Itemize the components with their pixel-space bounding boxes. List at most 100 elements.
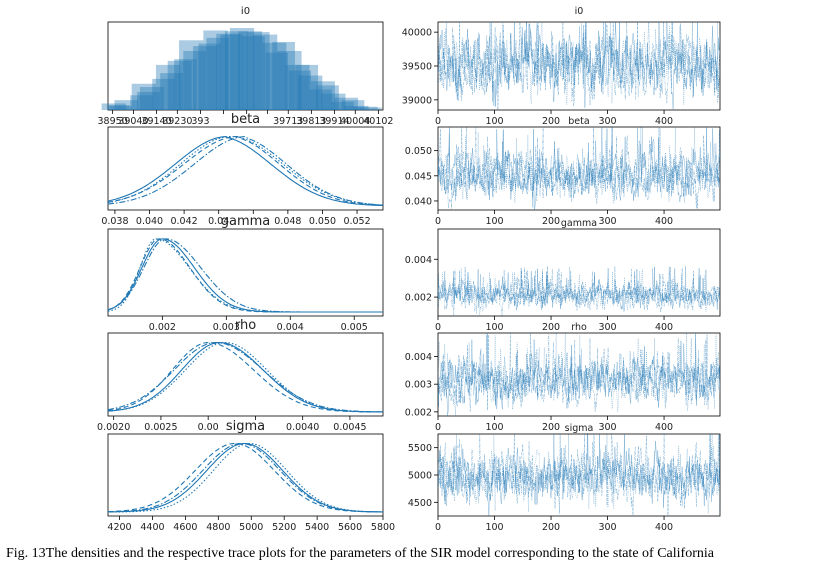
i0-density-bar	[131, 83, 156, 110]
i0-density-bar	[203, 30, 228, 110]
beta-density-title: beta	[231, 112, 260, 127]
i0-trace-xtick-label: 0	[435, 116, 441, 127]
i0-density-bar	[155, 64, 181, 110]
beta-density-series-1	[107, 136, 384, 206]
sigma-density-axes	[107, 433, 384, 517]
i0-density-xtick-label: 39914	[319, 116, 349, 127]
gamma-trace-xtick-label: 400	[655, 322, 673, 333]
gamma-density-xtick-label: 0.005	[341, 322, 368, 333]
beta-density-xtick-label: 0.040	[136, 216, 163, 227]
i0-trace-xtick-label: 100	[485, 116, 503, 127]
beta-density-xtick-label: 0.052	[343, 216, 370, 227]
beta-density-series-2	[107, 136, 384, 206]
gamma-trace-chain-2	[437, 266, 721, 315]
beta-trace-xtick-label: 200	[542, 216, 560, 227]
beta-trace-xtick-label: 100	[485, 216, 503, 227]
i0-density-bar	[224, 31, 248, 111]
sigma-density-series-2	[108, 442, 383, 513]
i0-trace-title: i0	[575, 6, 584, 17]
gamma-trace-xtick-label: 200	[542, 322, 560, 333]
gamma-trace-xtick-label: 100	[485, 322, 503, 333]
i0-density-bar	[101, 103, 126, 110]
i0-density-bar	[358, 107, 382, 110]
rho-trace-chain-2	[437, 332, 721, 417]
i0-density-bar	[229, 28, 255, 110]
rho-density-xtick-label: 0.0020	[97, 422, 130, 433]
i0-density-bar	[298, 75, 323, 110]
gamma-trace-ytick-label: 0.002	[405, 293, 432, 304]
sigma-trace-chain-3	[437, 433, 721, 517]
i0-density-bar	[246, 32, 270, 110]
beta-trace-ytick-label: 0.050	[405, 146, 432, 157]
gamma-trace-title: gamma	[561, 218, 597, 229]
sigma-density-xtick-label: 4200	[107, 522, 131, 533]
beta-trace-title: beta	[568, 116, 589, 127]
sigma-trace-xtick-label: 300	[598, 522, 616, 533]
gamma-density-series-1	[107, 238, 383, 313]
i0-density-xtick-label: 39813	[296, 116, 326, 127]
gamma-trace-chain-3	[437, 266, 721, 317]
sigma-trace-title: sigma	[565, 423, 594, 434]
i0-density-bar	[321, 93, 346, 110]
beta-trace-xtick-label: 400	[655, 216, 673, 227]
sigma-density-xtick-label: 5400	[305, 522, 329, 533]
i0-density-bar	[272, 41, 295, 110]
rho-trace-ytick-label: 0.002	[405, 407, 432, 418]
rho-trace-title: rho	[571, 322, 587, 333]
sigma-density-series-3	[108, 442, 383, 513]
i0-density-bar	[295, 64, 319, 110]
rho-trace-ytick-label: 0.003	[405, 380, 432, 391]
sigma-density-xtick-label: 4600	[173, 522, 197, 533]
rho-density-title: rho	[235, 318, 256, 333]
beta-trace-xtick-label: 0	[435, 216, 441, 227]
sigma-density-series-0	[108, 442, 383, 513]
gamma-density-xtick-label: 0.002	[149, 322, 176, 333]
i0-density-bar	[139, 87, 164, 110]
i0-density-bar	[183, 50, 207, 110]
i0-density-bar	[262, 42, 287, 111]
sigma-trace-chain-1	[437, 433, 721, 516]
i0-density-bar	[344, 105, 369, 110]
i0-density-bar	[341, 100, 365, 110]
i0-density-bar	[193, 46, 218, 110]
i0-density-bar	[216, 33, 241, 110]
beta-trace-chain-3	[437, 126, 721, 209]
rho-trace-xtick-label: 300	[598, 422, 616, 433]
gamma-density-series-2	[107, 238, 383, 313]
i0-density-bar	[288, 70, 312, 110]
i0-density-bar	[220, 34, 243, 111]
rho-trace-ytick-label: 0.004	[405, 352, 432, 363]
gamma-trace-chain-0	[437, 266, 721, 312]
rho-trace-xtick-label: 0	[435, 422, 441, 433]
i0-density-bar	[253, 34, 278, 111]
i0-density-xtick-label: 39713	[273, 116, 303, 127]
i0-density-xtick-label: 39140	[141, 116, 171, 127]
sigma-density-xtick-label: 5800	[371, 522, 395, 533]
sigma-trace-ytick-label: 5500	[408, 443, 432, 454]
i0-density-bar	[130, 95, 153, 110]
sigma-density-xtick-label: 5600	[338, 522, 362, 533]
i0-trace-xtick-label: 300	[598, 116, 616, 127]
gamma-density-series-0	[107, 238, 383, 313]
i0-density-bar	[353, 106, 378, 110]
gamma-density-xtick-label: 0.003	[213, 322, 240, 333]
i0-density-bar	[310, 81, 335, 110]
i0-density-bar	[152, 78, 175, 110]
i0-density-xtick-label: 39230	[162, 116, 192, 127]
i0-trace-xtick-label: 400	[655, 116, 673, 127]
sigma-density-series-1	[107, 442, 383, 513]
i0-density-bar	[238, 31, 263, 111]
beta-density-xtick-label: 0.050	[309, 216, 336, 227]
beta-density-xtick-label: 0.048	[274, 216, 301, 227]
i0-density-axes	[107, 21, 384, 111]
i0-trace-ytick-label: 39000	[402, 95, 432, 106]
i0-density-bar	[114, 100, 139, 110]
beta-trace-ytick-label: 0.045	[405, 171, 432, 182]
beta-trace-chain-2	[437, 126, 721, 204]
i0-density-title: i0	[241, 6, 250, 17]
gamma-density-title: gamma	[221, 214, 271, 229]
rho-density-xtick-label: 0.00	[198, 422, 219, 433]
i0-density-xtick-label: 39040	[118, 116, 148, 127]
i0-density-bar	[277, 50, 302, 110]
